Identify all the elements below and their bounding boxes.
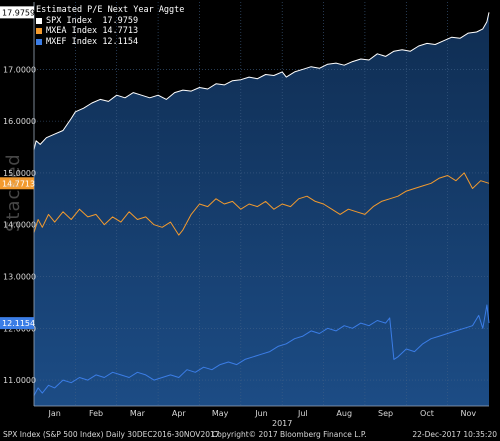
series-line-spx xyxy=(33,12,490,150)
x-tick-label: Jan xyxy=(48,409,61,418)
y-tick-label: 14.0000 xyxy=(3,221,36,230)
footer-security: SPX Index (S&P 500 Index) Daily 30DEC201… xyxy=(3,430,220,439)
y-tick-label: 13.0000 xyxy=(3,273,36,282)
legend-label-mxea: MXEA Index xyxy=(46,26,98,36)
y-tick-label: 17.0000 xyxy=(3,65,36,74)
x-axis-year-label: 2017 xyxy=(272,419,292,428)
x-tick-label: Aug xyxy=(336,409,352,418)
x-tick-label: Mar xyxy=(130,409,146,418)
legend: Estimated P/E Next Year Aggte SPX Index … xyxy=(36,5,184,47)
x-tick-label: Jul xyxy=(297,409,308,418)
y-tick-label: 15.0000 xyxy=(3,169,36,178)
x-tick-label: Feb xyxy=(89,409,103,418)
last-value-box xyxy=(0,6,34,19)
legend-value-spx: 17.9759 xyxy=(102,15,139,26)
legend-item-spx: SPX Index 17.9759 xyxy=(36,16,184,27)
last-value-tag-mxef: 12.1154 xyxy=(0,317,35,330)
legend-value-mxea: 14.7713 xyxy=(102,26,139,36)
legend-swatch-spx xyxy=(36,17,42,24)
x-tick-label: Sep xyxy=(378,409,393,418)
last-value-box xyxy=(0,317,34,330)
last-value-text: 12.1154 xyxy=(2,319,35,328)
y-tick-label: 16.0000 xyxy=(3,117,36,126)
plot-area xyxy=(34,12,489,407)
last-value-box xyxy=(0,177,34,190)
legend-item-mxea: MXEA Index 14.7713 xyxy=(36,26,184,37)
x-axis: Jan Feb Mar Apr May Jun Jul Aug Sep Oct Nov 2017 xyxy=(33,2,489,428)
y-tick-label: 11.0000 xyxy=(3,376,36,385)
series-line-mxef xyxy=(33,304,490,396)
spx-area-fill xyxy=(34,12,489,407)
x-tick-label: Jun xyxy=(254,409,268,418)
footer-timestamp: 22-Dec-2017 10:35:20 xyxy=(412,430,497,439)
last-value-tag-mxea: 14.7713 xyxy=(0,177,35,190)
last-value-text: 14.7713 xyxy=(2,179,35,188)
last-value-labels: 17.9759 14.7713 12.1154 xyxy=(0,6,35,330)
legend-item-mxef: MXEF Index 12.1154 xyxy=(36,37,184,48)
footer-bar: SPX Index (S&P 500 Index) Daily 30DEC201… xyxy=(0,429,500,441)
legend-title: Estimated P/E Next Year Aggte xyxy=(36,5,185,15)
last-value-tag-spx: 17.9759 xyxy=(0,6,35,19)
x-tick-label: Nov xyxy=(461,409,477,418)
series-line-mxea xyxy=(33,172,490,236)
series-layer xyxy=(33,12,490,396)
legend-label-mxef: MXEF Index xyxy=(46,36,98,47)
legend-value-mxef: 12.1154 xyxy=(102,36,139,47)
legend-swatch-mxea xyxy=(36,28,42,35)
footer-copyright: Copyright© 2017 Bloomberg Finance L.P. xyxy=(212,430,367,439)
x-tick-label: Oct xyxy=(420,409,434,418)
x-tick-label: Apr xyxy=(172,409,187,418)
legend-label-spx: SPX Index xyxy=(46,15,93,26)
legend-gap xyxy=(92,16,102,27)
last-value-text: 17.9759 xyxy=(2,8,35,17)
x-tick-label: May xyxy=(212,409,229,418)
stacked-watermark: Stacked xyxy=(3,153,24,232)
legend-swatch-mxef xyxy=(36,38,42,45)
